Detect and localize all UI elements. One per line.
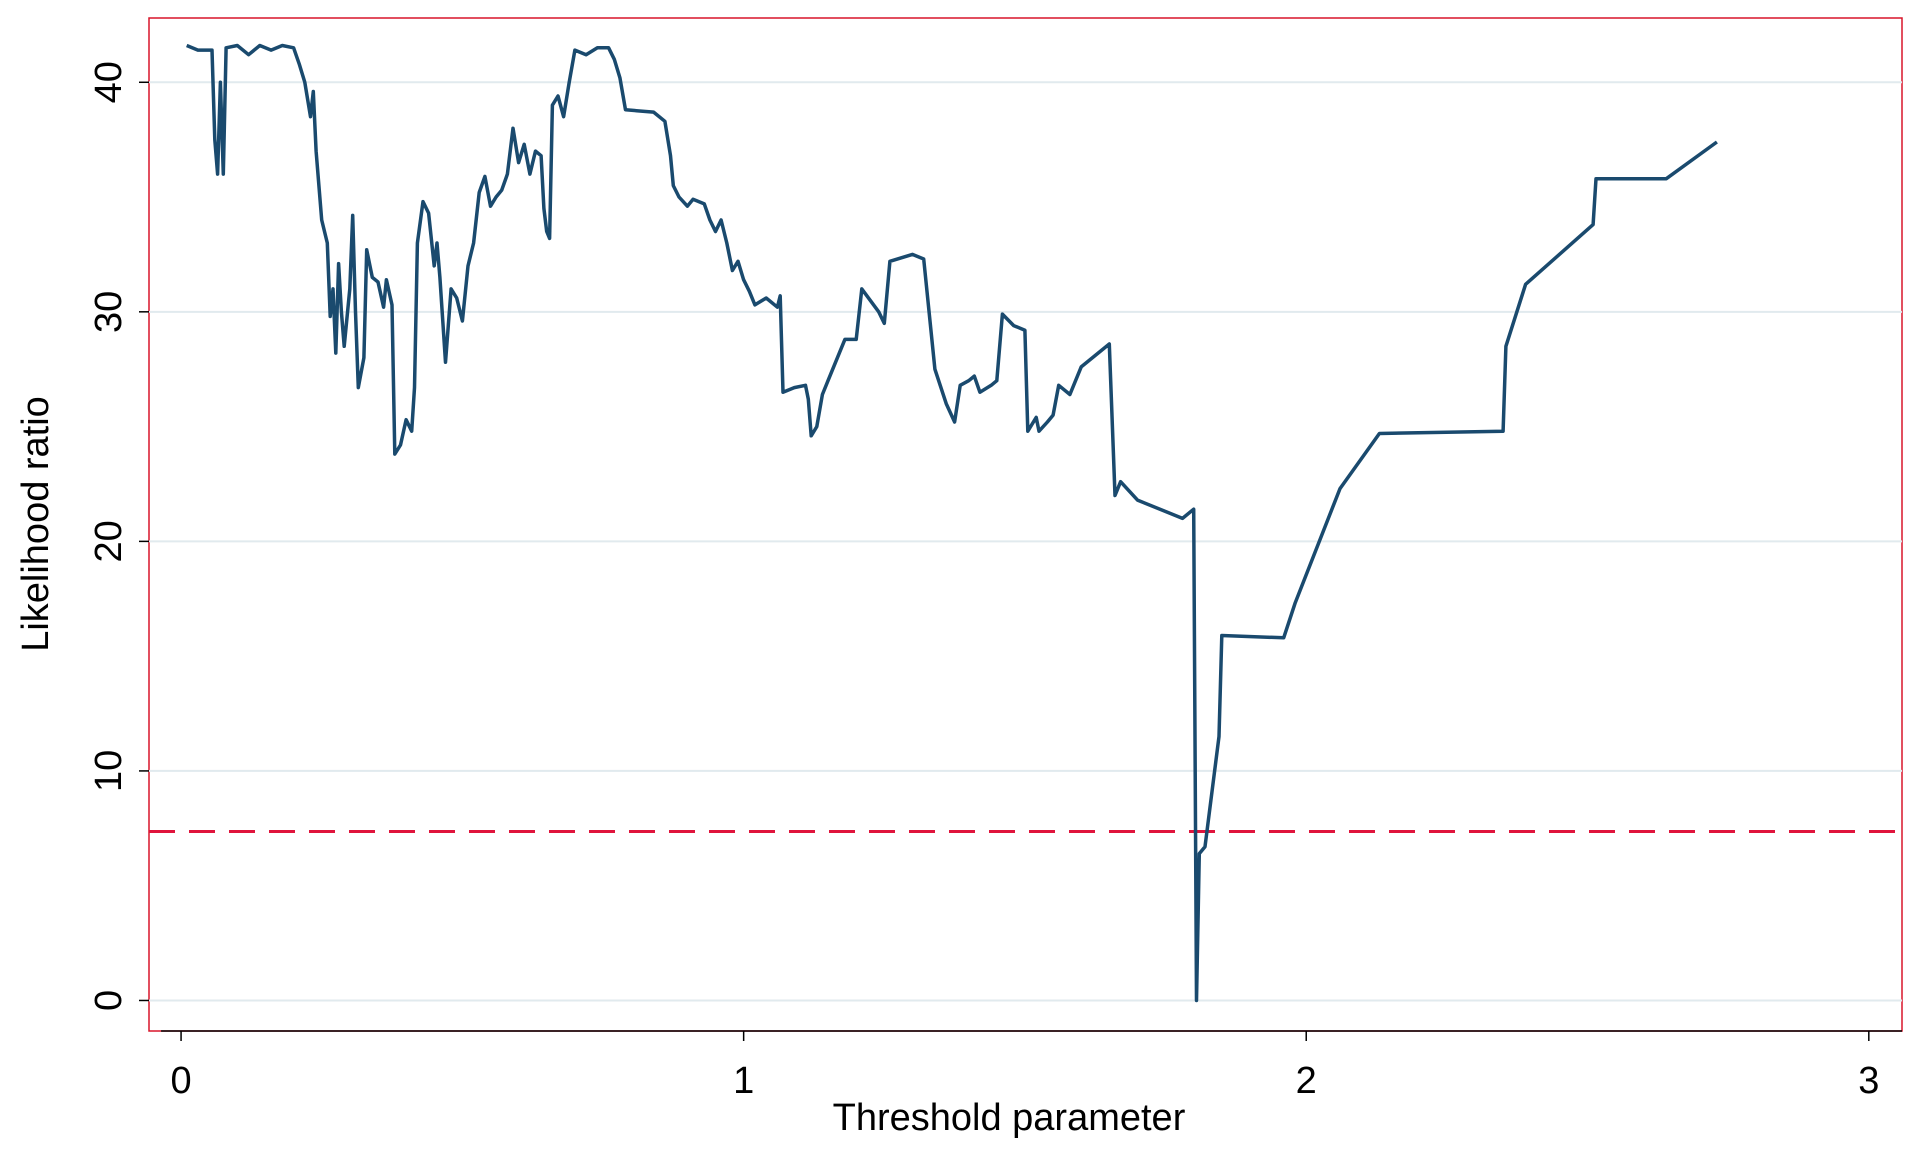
data-line (186, 43, 1718, 1003)
y-tick-label: 10 (88, 750, 130, 792)
x-tick-label: 0 (170, 1060, 191, 1102)
y-tick-label: 0 (88, 990, 130, 1011)
y-axis-title: Likelihood ratio (15, 396, 57, 652)
y-tick-label: 20 (88, 520, 130, 562)
x-tick-label: 2 (1296, 1060, 1317, 1102)
x-tick-label: 3 (1858, 1060, 1879, 1102)
x-tick-label: 1 (733, 1060, 754, 1102)
y-tick-label: 30 (88, 291, 130, 333)
x-axis-title: Threshold parameter (833, 1097, 1186, 1139)
y-tick-label: 40 (88, 61, 130, 103)
plot-frame (148, 17, 1903, 1032)
